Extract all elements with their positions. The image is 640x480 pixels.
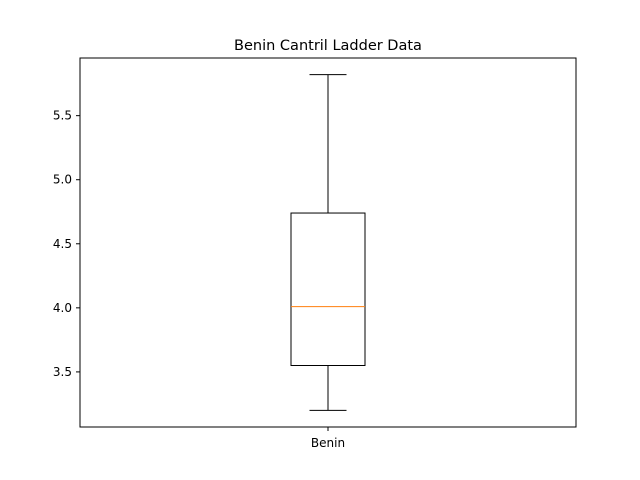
y-tick-label: 4.0 <box>53 301 72 315</box>
box-benin <box>290 74 366 411</box>
y-tick-label: 4.5 <box>53 237 72 251</box>
y-axis: 3.5 4.0 4.5 5.0 5.5 <box>53 109 80 379</box>
iqr-box <box>290 212 366 366</box>
y-tick-label: 5.0 <box>53 173 72 187</box>
y-tick-label: 3.5 <box>53 365 72 379</box>
x-tick-label: Benin <box>311 436 345 450</box>
boxes-layer <box>290 74 366 411</box>
x-axis: Benin <box>311 427 345 450</box>
chart-title: Benin Cantril Ladder Data <box>234 38 422 54</box>
y-tick-label: 5.5 <box>53 109 72 123</box>
